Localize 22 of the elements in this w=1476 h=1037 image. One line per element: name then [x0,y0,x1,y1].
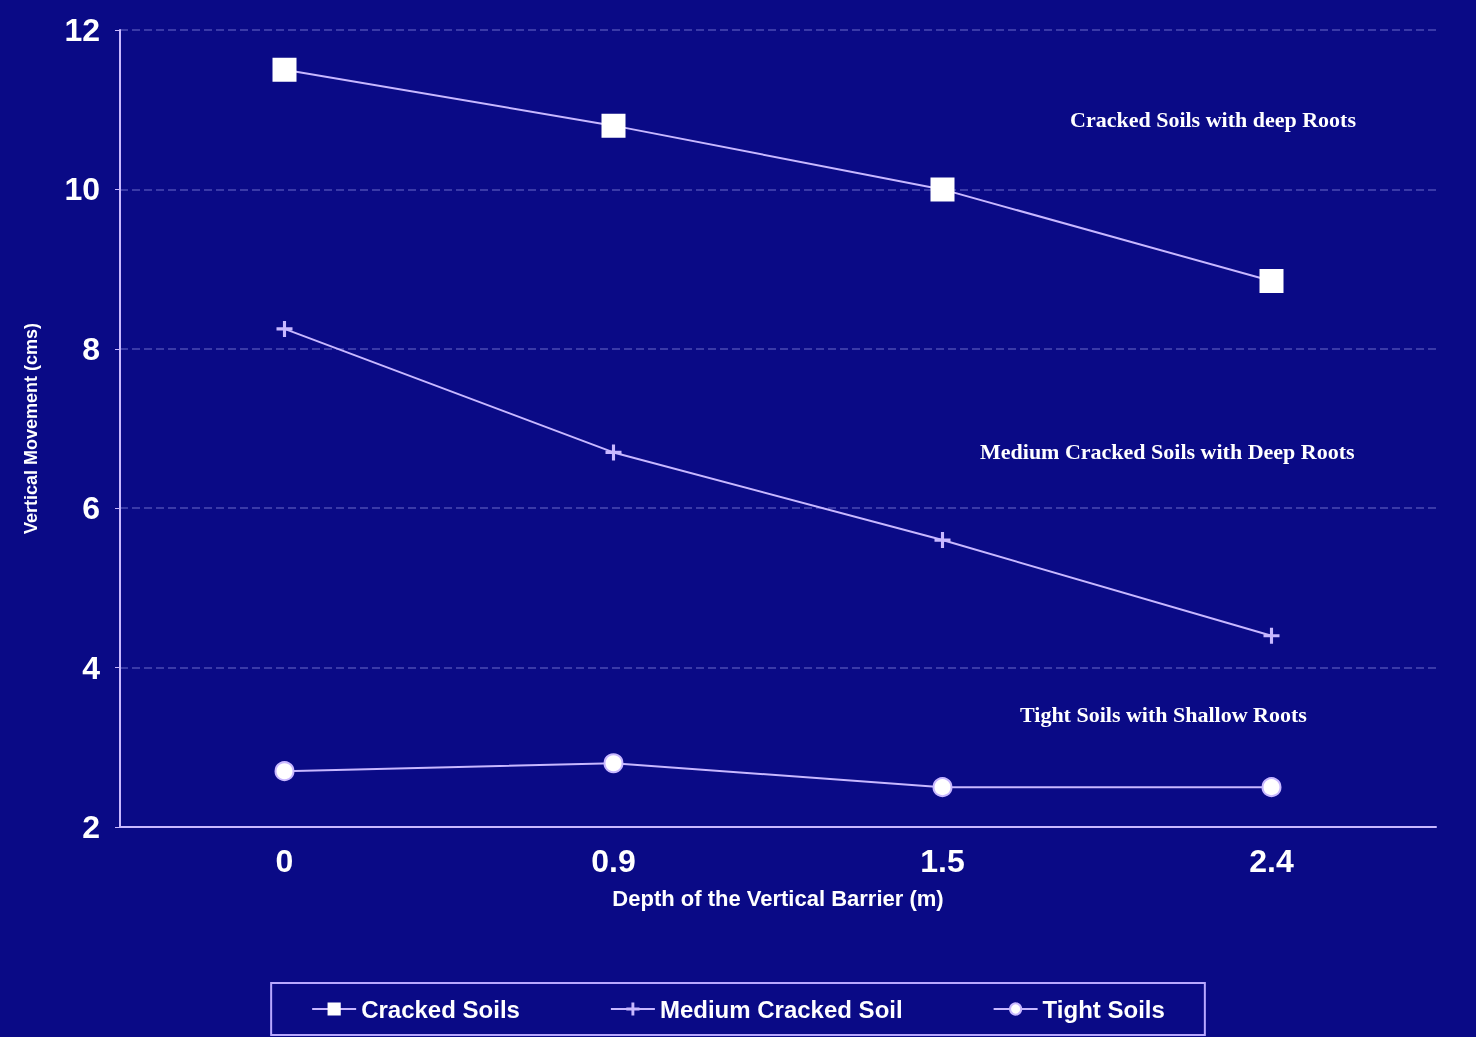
y-tick-label: 4 [82,649,101,686]
legend-label: Cracked Soils [361,995,520,1023]
x-tick-label: 0.9 [591,843,636,879]
point [603,753,624,774]
annotation: Tight Soils with Shallow Roots [1020,701,1308,727]
annotation: Cracked Soils with deep Roots [1070,106,1357,132]
legend-label: Medium Cracked Soil [659,995,903,1023]
point [274,761,295,782]
point [932,777,953,798]
point [1261,777,1282,798]
y-tick-label: 12 [64,12,100,48]
x-tick-label: 2.4 [1249,843,1294,879]
x-tick-label: 0 [275,843,294,879]
y-tick-label: 10 [64,171,100,208]
x-axis-title: Depth of the Vertical Barrier (m) [612,885,944,911]
y-tick-label: 8 [82,330,100,367]
x-tick-label: 1.5 [920,843,965,879]
y-tick-label: 2 [82,809,100,845]
y-axis-title: Vertical Movement (cms) [21,322,41,535]
y-tick-label: 6 [82,490,100,527]
legend-label: Tight Soils [1042,995,1165,1023]
annotation: Medium Cracked Soils with Deep Roots [980,438,1356,464]
